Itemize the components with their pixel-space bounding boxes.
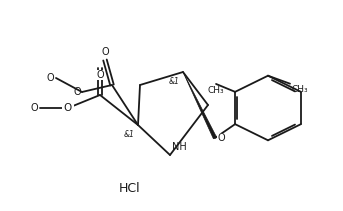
Text: O: O <box>73 87 81 97</box>
Text: CH₃: CH₃ <box>292 85 309 94</box>
Text: O: O <box>96 70 104 80</box>
Text: O: O <box>64 103 72 113</box>
Text: O: O <box>101 47 109 57</box>
Text: O: O <box>217 133 225 143</box>
Polygon shape <box>183 72 216 139</box>
Text: HCl: HCl <box>119 183 141 196</box>
Text: O: O <box>46 73 54 83</box>
Text: &1: &1 <box>169 77 180 86</box>
Text: NH: NH <box>172 142 187 152</box>
Text: &1: &1 <box>124 130 135 139</box>
Text: CH₃: CH₃ <box>208 86 224 95</box>
Text: O: O <box>31 103 38 113</box>
Text: O: O <box>64 103 72 113</box>
